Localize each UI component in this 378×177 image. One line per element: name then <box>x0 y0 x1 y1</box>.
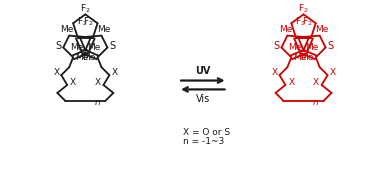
Text: Me: Me <box>82 53 96 62</box>
Text: S: S <box>109 41 115 52</box>
Text: Me: Me <box>97 25 110 34</box>
Text: X: X <box>271 68 277 77</box>
Text: Me: Me <box>279 25 292 34</box>
Text: X: X <box>94 78 101 87</box>
Text: Me: Me <box>75 53 88 62</box>
Text: n: n <box>313 98 318 107</box>
Text: X: X <box>288 78 294 87</box>
Text: Me: Me <box>301 53 314 62</box>
Text: X: X <box>70 78 76 87</box>
Text: F$_2$: F$_2$ <box>80 2 91 15</box>
Text: n = -1~3: n = -1~3 <box>183 137 224 146</box>
Text: Me: Me <box>70 43 84 52</box>
Text: Me: Me <box>288 43 302 52</box>
Text: X: X <box>111 68 118 77</box>
Text: Me: Me <box>293 53 307 62</box>
Text: F$_2$: F$_2$ <box>302 15 312 28</box>
Text: Me: Me <box>315 25 328 34</box>
Text: X = O or S: X = O or S <box>183 128 230 137</box>
Text: Vis: Vis <box>196 94 210 104</box>
Text: Me: Me <box>60 25 74 34</box>
Text: Me: Me <box>305 43 319 52</box>
Text: S: S <box>327 41 334 52</box>
Text: F$_2$: F$_2$ <box>77 15 87 28</box>
Text: F$_2$: F$_2$ <box>298 2 309 15</box>
Text: S: S <box>273 41 280 52</box>
Text: S: S <box>55 41 61 52</box>
Text: n: n <box>94 98 100 107</box>
Text: X: X <box>313 78 319 87</box>
Text: Me: Me <box>87 43 101 52</box>
Text: X: X <box>53 68 59 77</box>
Text: UV: UV <box>195 66 211 76</box>
Text: F$_2$: F$_2$ <box>83 15 94 28</box>
Text: X: X <box>330 68 336 77</box>
Text: F$_2$: F$_2$ <box>295 15 305 28</box>
